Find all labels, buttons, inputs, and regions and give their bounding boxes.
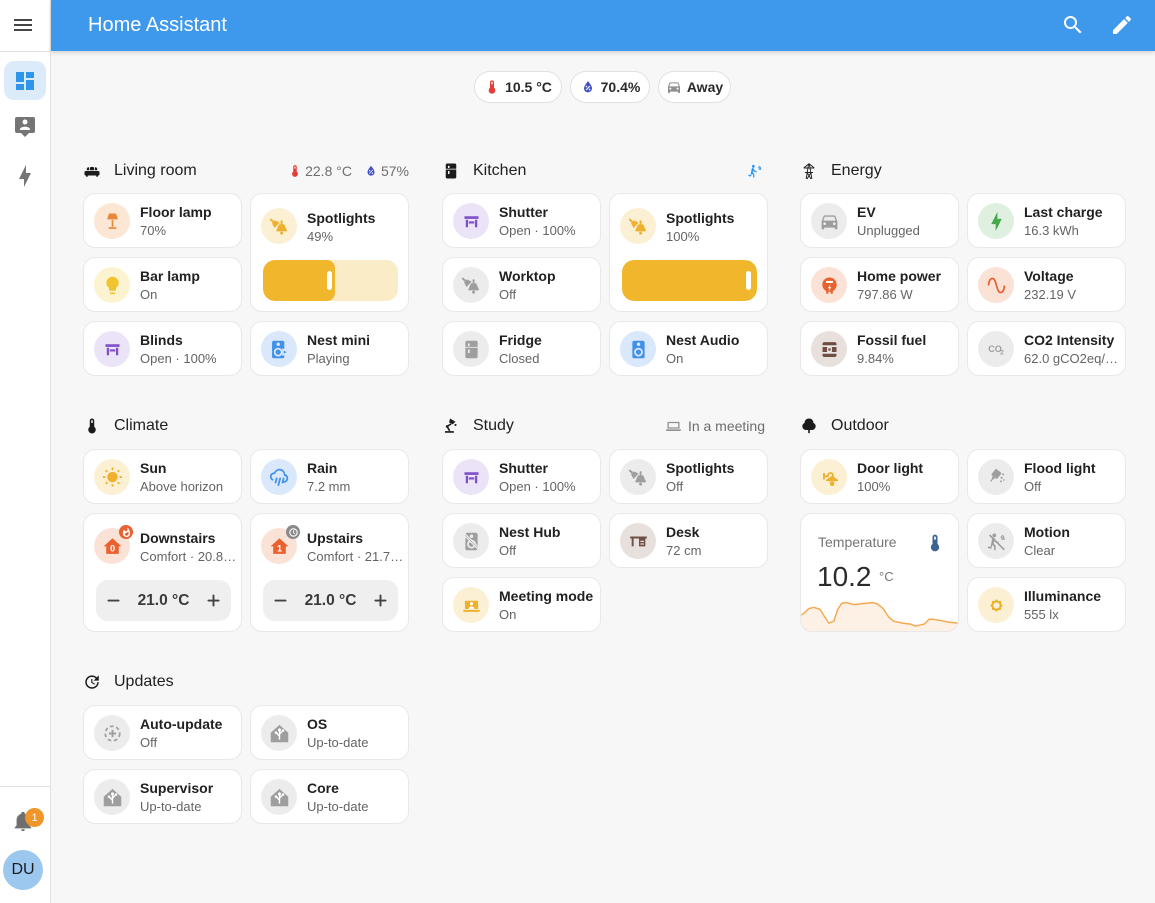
svg-text:CO: CO [988,344,1002,354]
svg-text:1: 1 [276,543,281,553]
svg-text:2: 2 [1000,349,1004,356]
svg-text:0: 0 [109,543,114,553]
